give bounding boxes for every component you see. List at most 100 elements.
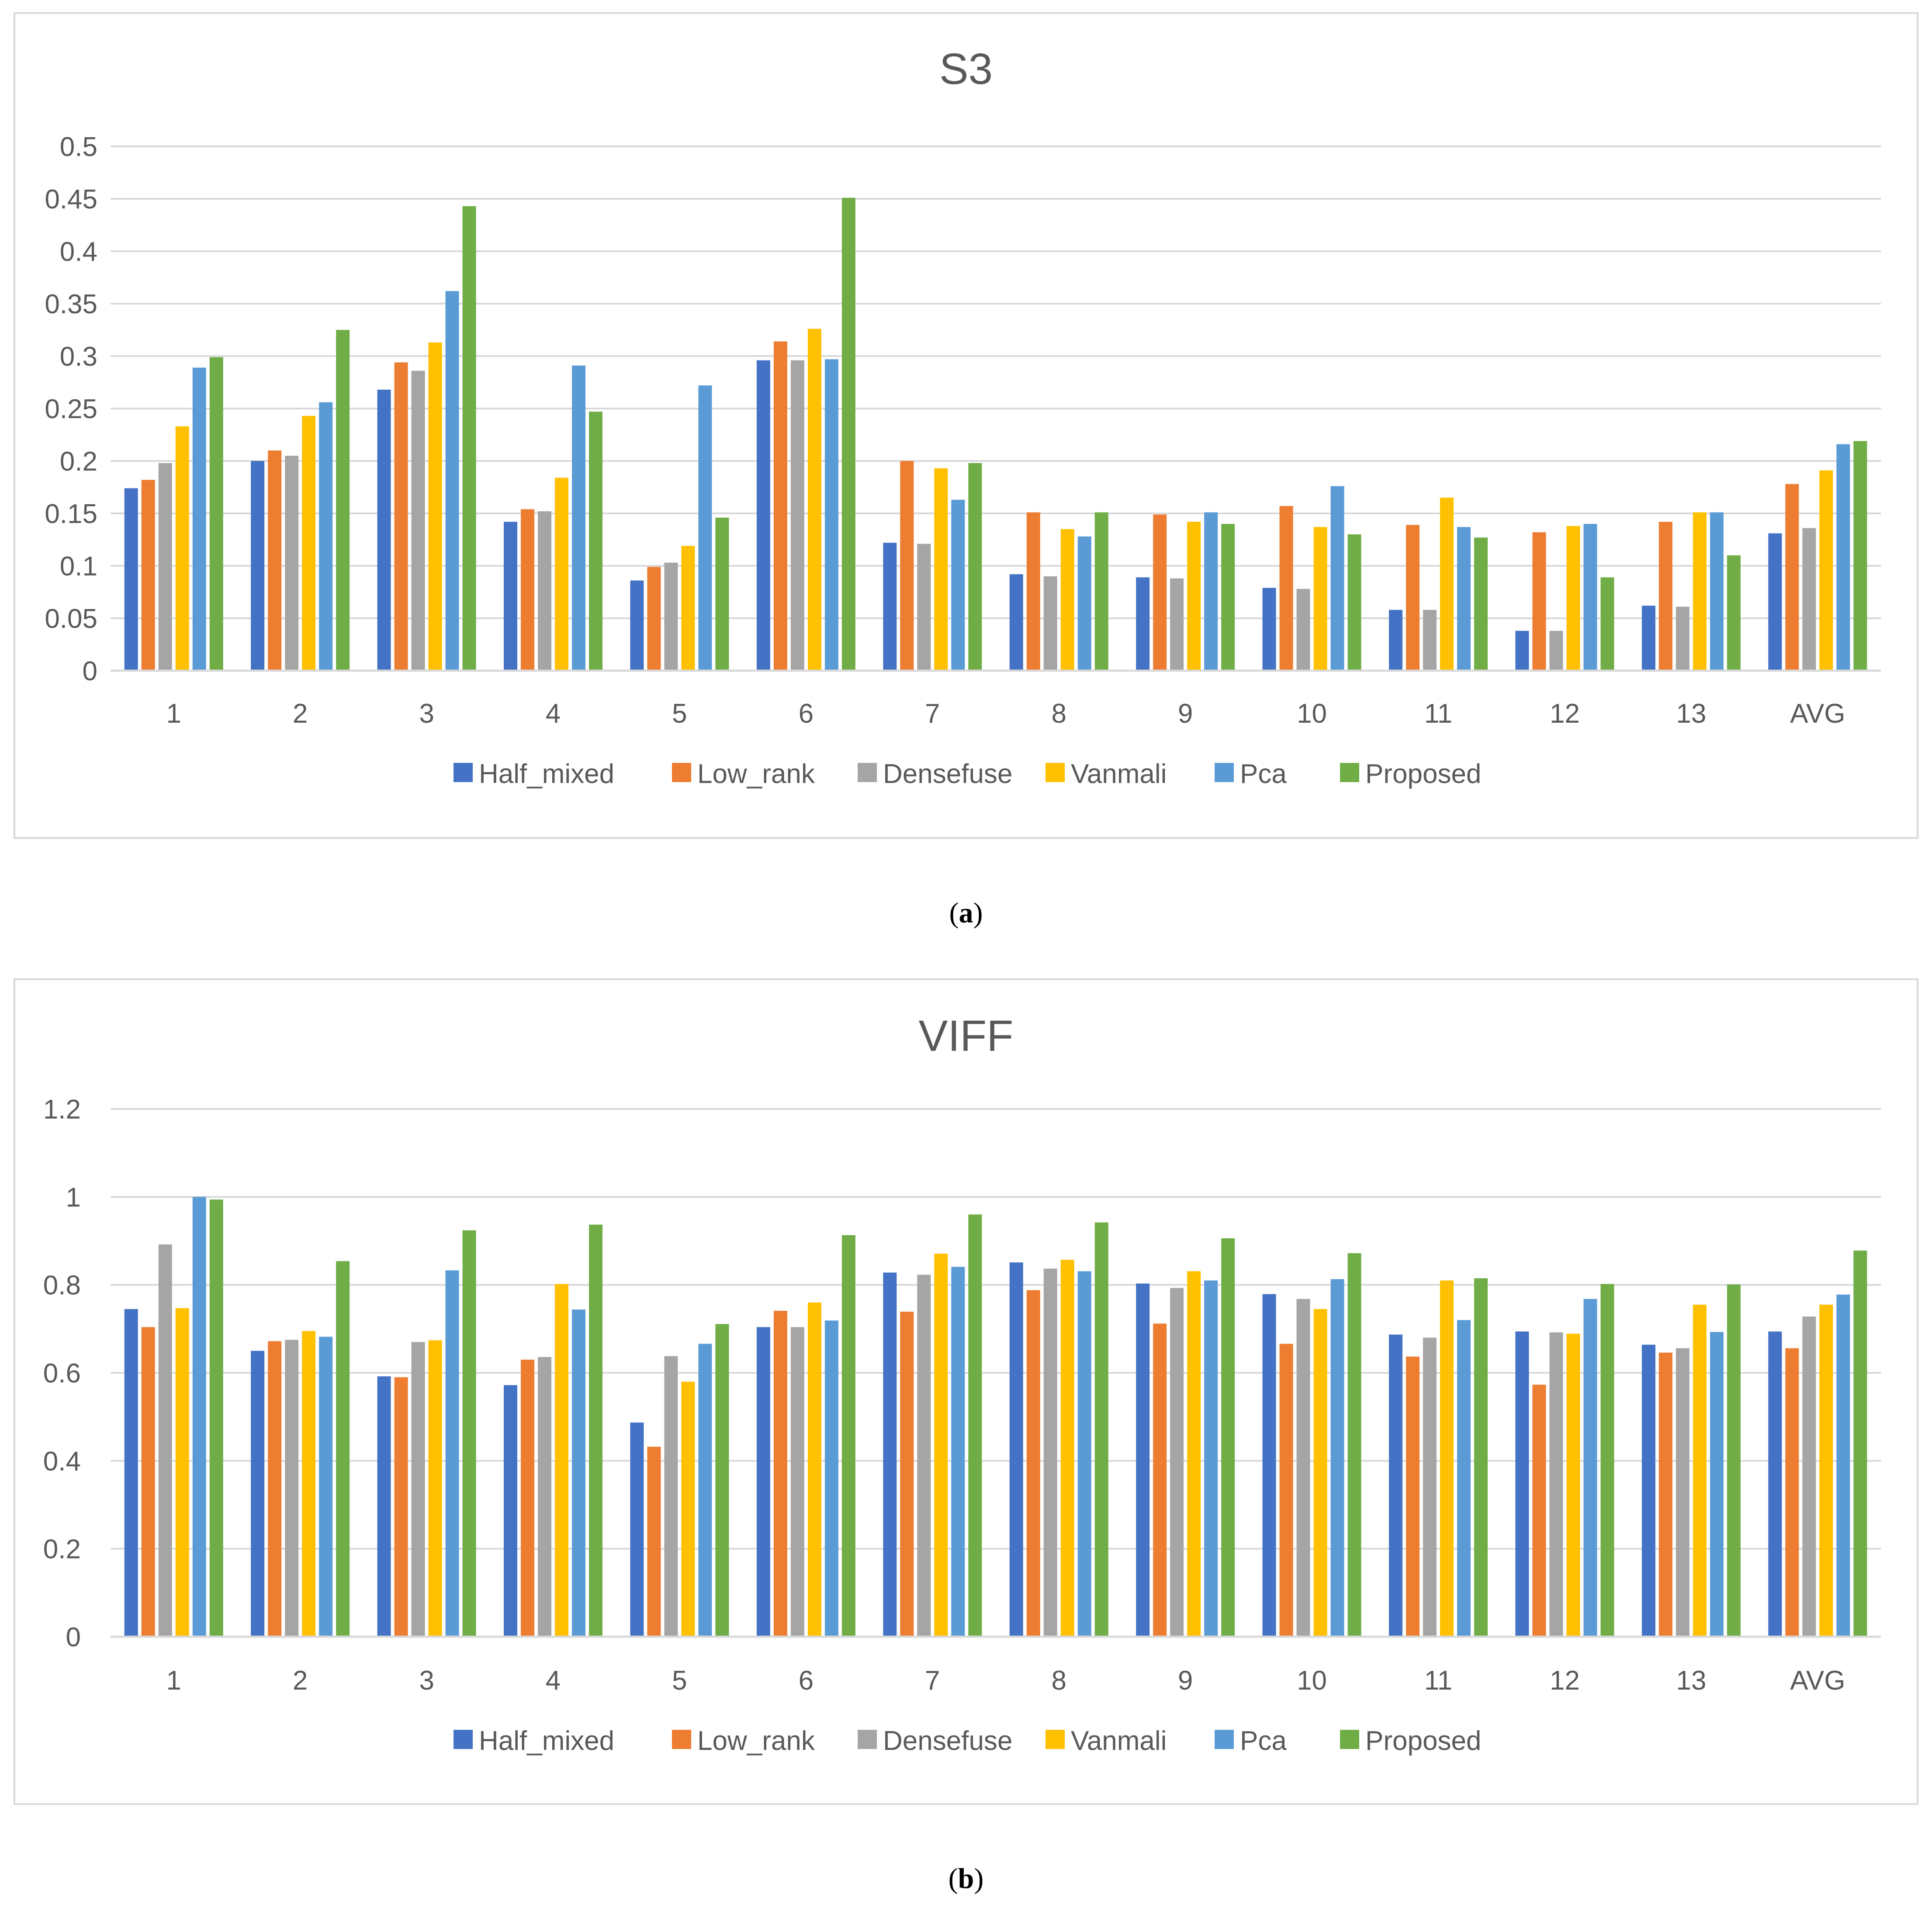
caption-b-letter: b xyxy=(958,1863,974,1895)
bar-low_rank-3 xyxy=(394,1377,408,1637)
x-tick-label: 4 xyxy=(546,699,561,729)
bar-low_rank-6 xyxy=(773,341,787,671)
bar-densefuse-7 xyxy=(917,544,931,671)
bar-proposed-12 xyxy=(1600,577,1614,671)
bar-vanmali-10 xyxy=(1313,1309,1327,1637)
legend-swatch-half_mixed xyxy=(454,763,473,782)
bar-densefuse-12 xyxy=(1549,1332,1563,1637)
bar-pca-8 xyxy=(1077,1271,1091,1637)
x-tick-label: 3 xyxy=(419,699,434,729)
bar-half_mixed-8 xyxy=(1009,574,1023,671)
bar-pca-10 xyxy=(1330,1279,1344,1637)
x-tick-label: 9 xyxy=(1178,1666,1193,1696)
bar-pca-9 xyxy=(1204,512,1218,671)
y-tick-label: 0.1 xyxy=(60,551,97,582)
y-tick-label: 0 xyxy=(83,656,97,686)
bar-pca-11 xyxy=(1457,1320,1471,1637)
y-tick-label: 0.6 xyxy=(43,1358,81,1389)
bar-densefuse-13 xyxy=(1676,606,1690,671)
x-tick-label: 11 xyxy=(1424,1666,1452,1696)
legend-swatch-low_rank xyxy=(672,1730,691,1749)
y-tick-label: 0.35 xyxy=(45,289,97,319)
x-tick-label: 11 xyxy=(1424,699,1452,729)
bar-low_rank-12 xyxy=(1532,532,1546,671)
x-tick-label: 13 xyxy=(1676,1666,1706,1696)
bar-proposed-5 xyxy=(715,517,729,671)
x-tick-label: 12 xyxy=(1550,699,1580,729)
bar-pca-7 xyxy=(951,499,965,671)
caption-a-open: ( xyxy=(949,897,959,929)
bar-densefuse-4 xyxy=(538,1357,551,1637)
y-tick-label: 0.3 xyxy=(60,342,97,372)
bar-half_mixed-11 xyxy=(1389,610,1402,671)
bar-proposed-2 xyxy=(336,330,350,671)
bar-densefuse-4 xyxy=(538,511,551,671)
bar-proposed-10 xyxy=(1347,534,1361,671)
bar-vanmali-5 xyxy=(681,1382,695,1637)
bar-low_rank-8 xyxy=(1026,1290,1040,1637)
bar-low_rank-12 xyxy=(1532,1385,1546,1637)
legend-label-low_rank: Low_rank xyxy=(697,759,815,789)
bar-densefuse-11 xyxy=(1423,1337,1437,1637)
chart-panel-viff: VIFF 0 0.2 0.4 0.6 0.8 1 1.2 1 2 3 4 5 6 7 8 9 10 11 12 13 AV… xyxy=(14,978,1918,1805)
x-tick-label: 13 xyxy=(1676,699,1706,729)
bar-densefuse-10 xyxy=(1296,589,1310,671)
bar-pca-7 xyxy=(951,1267,965,1637)
x-tick-label: 6 xyxy=(799,1666,814,1696)
bar-proposed-13 xyxy=(1727,555,1741,671)
bar-low_rank-7 xyxy=(900,461,914,671)
bar-proposed-12 xyxy=(1600,1284,1614,1637)
x-tick-label: 8 xyxy=(1051,1666,1066,1696)
y-tick-label: 1.2 xyxy=(43,1095,81,1125)
x-tick-label: 6 xyxy=(799,699,814,729)
x-tick-label: AVG xyxy=(1790,699,1845,729)
bar-proposed-5 xyxy=(715,1324,729,1637)
bar-proposed-11 xyxy=(1474,1278,1488,1637)
y-tick-label: 0.2 xyxy=(43,1534,81,1565)
bar-pca-12 xyxy=(1583,524,1597,671)
x-tick-label: 5 xyxy=(672,699,687,729)
bar-densefuse-7 xyxy=(917,1275,931,1637)
legend-swatch-densefuse xyxy=(858,763,877,782)
bar-proposed-avg xyxy=(1853,1250,1867,1637)
bar-pca-2 xyxy=(319,402,333,671)
bar-proposed-7 xyxy=(968,463,982,671)
legend-label-half_mixed: Half_mixed xyxy=(479,1726,614,1756)
bar-vanmali-8 xyxy=(1060,1260,1074,1637)
y-tick-label: 0.8 xyxy=(43,1271,81,1301)
bar-vanmali-4 xyxy=(555,1284,568,1637)
bar-half_mixed-6 xyxy=(756,360,770,671)
bar-pca-avg xyxy=(1836,444,1850,671)
legend-swatch-pca xyxy=(1215,1730,1234,1749)
bar-low_rank-avg xyxy=(1785,1348,1799,1637)
bar-half_mixed-7 xyxy=(883,543,897,671)
legend-label-densefuse: Densefuse xyxy=(883,759,1012,789)
bar-densefuse-8 xyxy=(1043,576,1057,671)
bar-low_rank-7 xyxy=(900,1312,914,1637)
x-tick-label: AVG xyxy=(1790,1666,1845,1696)
bar-vanmali-7 xyxy=(934,468,948,671)
bar-densefuse-2 xyxy=(285,1340,299,1637)
y-tick-label: 0 xyxy=(66,1622,81,1652)
bar-vanmali-6 xyxy=(807,329,821,671)
bar-densefuse-13 xyxy=(1676,1348,1690,1637)
chart-panel-s3: S3 0 0.05 0.1 0.15 0.2 0.25 0.3 0.35 0.4 0.45 0.5 1 2… xyxy=(14,12,1918,839)
bar-vanmali-13 xyxy=(1693,1304,1707,1637)
bar-densefuse-10 xyxy=(1296,1299,1310,1637)
bar-vanmali-1 xyxy=(175,426,189,671)
legend-label-pca: Pca xyxy=(1240,759,1287,789)
x-tick-label: 2 xyxy=(293,1666,308,1696)
x-tick-label: 1 xyxy=(166,699,181,729)
bar-half_mixed-12 xyxy=(1515,630,1529,671)
bar-pca-2 xyxy=(319,1337,333,1637)
bar-densefuse-9 xyxy=(1170,1288,1184,1637)
bar-low_rank-1 xyxy=(141,480,155,671)
bar-proposed-4 xyxy=(589,1224,602,1637)
legend-swatch-vanmali xyxy=(1046,1730,1065,1749)
legend-swatch-proposed xyxy=(1340,1730,1359,1749)
y-tick-label: 0.25 xyxy=(45,394,97,424)
bar-densefuse-8 xyxy=(1043,1268,1057,1637)
bar-half_mixed-12 xyxy=(1515,1331,1529,1637)
bar-low_rank-avg xyxy=(1785,484,1799,671)
legend-label-vanmali: Vanmali xyxy=(1071,759,1167,789)
